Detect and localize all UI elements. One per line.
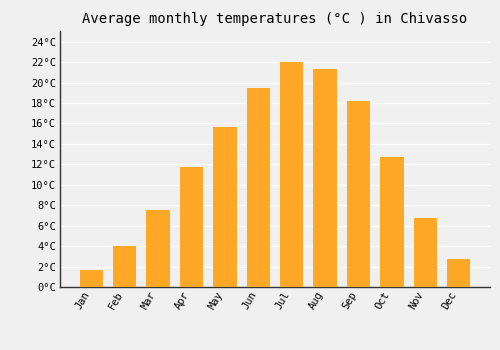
Bar	[113, 246, 136, 287]
Bar	[80, 270, 103, 287]
Bar	[414, 217, 437, 287]
Bar	[280, 62, 303, 287]
Bar	[246, 88, 270, 287]
Bar	[180, 167, 203, 287]
Bar	[347, 101, 370, 287]
Title: Average monthly temperatures (°C ) in Chivasso: Average monthly temperatures (°C ) in Ch…	[82, 12, 468, 26]
Bar	[380, 157, 404, 287]
Bar	[146, 210, 170, 287]
Bar	[314, 69, 337, 287]
Bar	[213, 127, 236, 287]
Bar	[447, 259, 470, 287]
